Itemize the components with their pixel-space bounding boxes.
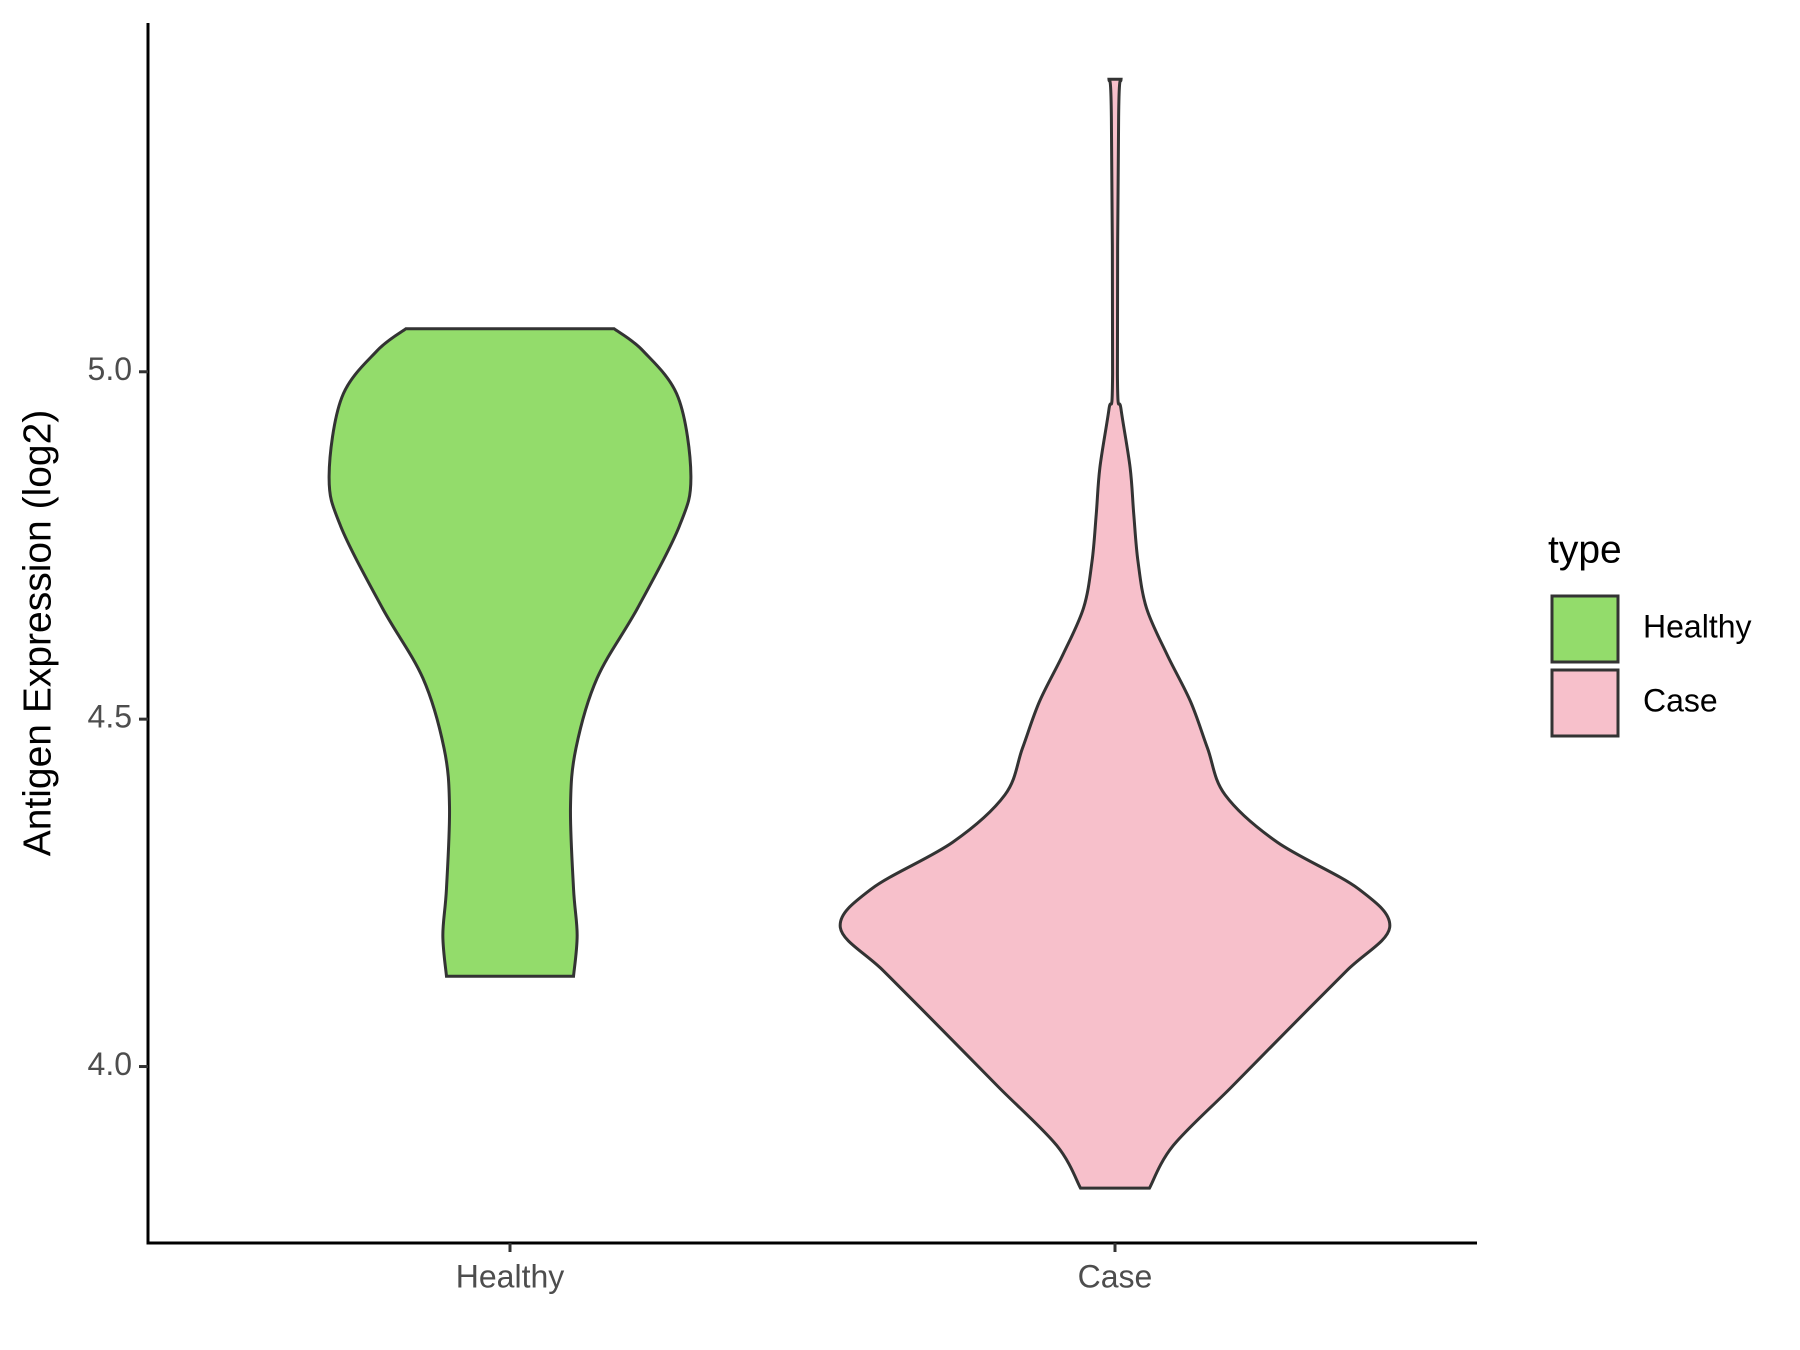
x-tick-label: Healthy — [456, 1258, 565, 1294]
y-tick-label: 5.0 — [88, 351, 132, 387]
legend-label: Case — [1643, 682, 1718, 718]
legend-key — [1550, 668, 1620, 738]
y-tick-label: 4.0 — [88, 1046, 132, 1082]
x-tick-label: Case — [1078, 1258, 1153, 1294]
legend-key — [1550, 594, 1620, 664]
legend-label: Healthy — [1643, 608, 1752, 644]
y-axis-title: Antigen Expression (log2) — [16, 410, 59, 857]
y-tick-label: 4.5 — [88, 699, 132, 735]
violin — [327, 327, 693, 978]
legend-title: type — [1548, 528, 1622, 571]
violin — [838, 77, 1392, 1190]
